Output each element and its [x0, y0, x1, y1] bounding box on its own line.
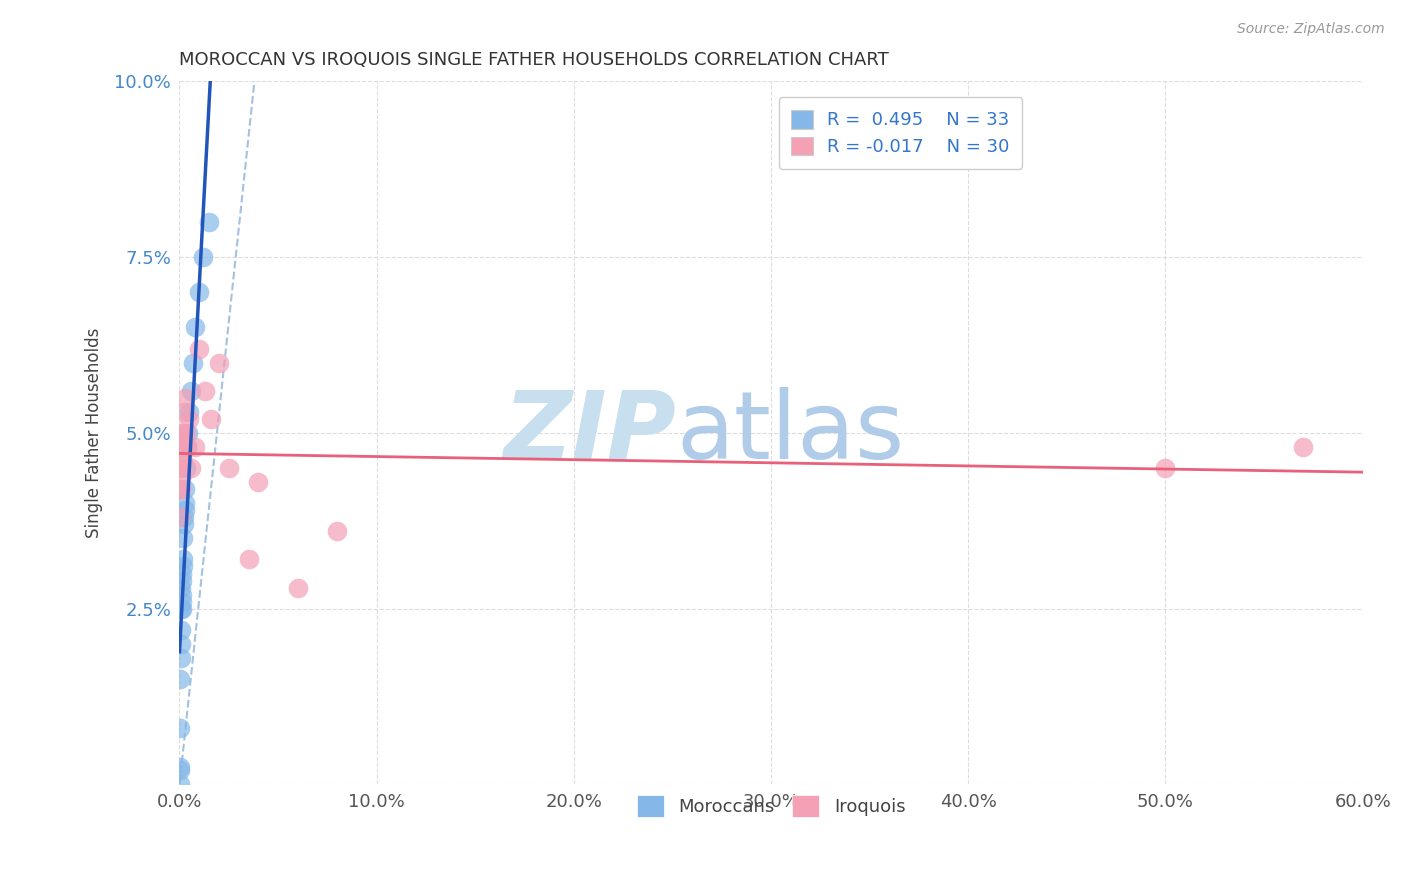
Point [169, 777, 191, 791]
Point [170, 623, 193, 637]
Point [172, 574, 194, 588]
Point [176, 440, 198, 454]
Point [172, 532, 194, 546]
Point [172, 425, 194, 440]
Point [179, 412, 201, 426]
Point [194, 384, 217, 398]
Point [177, 425, 200, 440]
Point [174, 391, 197, 405]
Point [179, 405, 201, 419]
Point [174, 503, 197, 517]
Point [188, 342, 211, 356]
Point [170, 601, 193, 615]
Point [173, 496, 195, 510]
Point [170, 425, 193, 440]
Y-axis label: Single Father Households: Single Father Households [86, 327, 103, 538]
Point [180, 384, 202, 398]
Point [170, 581, 193, 595]
Point [169, 461, 191, 475]
Text: atlas: atlas [676, 387, 904, 479]
Point [170, 594, 193, 608]
Point [247, 475, 270, 489]
Point [169, 510, 191, 524]
Point [326, 524, 349, 539]
Point [169, 672, 191, 686]
Point [176, 440, 198, 454]
Point [173, 517, 195, 532]
Point [169, 760, 191, 774]
Point [169, 721, 191, 735]
Point [173, 510, 195, 524]
Point [172, 433, 194, 447]
Text: Source: ZipAtlas.com: Source: ZipAtlas.com [1237, 22, 1385, 37]
Point [172, 468, 194, 483]
Point [176, 425, 198, 440]
Text: ZIP: ZIP [503, 387, 676, 479]
Point [218, 461, 240, 475]
Point [180, 461, 202, 475]
Point [169, 764, 191, 778]
Point [170, 601, 193, 615]
Point [169, 482, 191, 496]
Point [170, 440, 193, 454]
Point [1154, 461, 1177, 475]
Point [184, 320, 207, 334]
Text: MOROCCAN VS IROQUOIS SINGLE FATHER HOUSEHOLDS CORRELATION CHART: MOROCCAN VS IROQUOIS SINGLE FATHER HOUSE… [180, 51, 889, 69]
Point [170, 482, 193, 496]
Point [170, 440, 193, 454]
Legend: Moroccans, Iroquois: Moroccans, Iroquois [630, 789, 912, 824]
Point [198, 215, 221, 229]
Point [170, 566, 193, 581]
Point [191, 250, 214, 264]
Point [1292, 440, 1315, 454]
Point [174, 482, 197, 496]
Point [287, 581, 309, 595]
Point [176, 461, 198, 475]
Point [170, 637, 193, 651]
Point [200, 412, 222, 426]
Point [188, 285, 211, 300]
Point [181, 355, 204, 369]
Point [172, 552, 194, 566]
Point [170, 651, 193, 665]
Point [184, 440, 207, 454]
Point [170, 454, 193, 468]
Point [238, 552, 260, 566]
Point [173, 405, 195, 419]
Point [208, 355, 231, 369]
Point [172, 454, 194, 468]
Point [172, 588, 194, 602]
Point [172, 559, 194, 574]
